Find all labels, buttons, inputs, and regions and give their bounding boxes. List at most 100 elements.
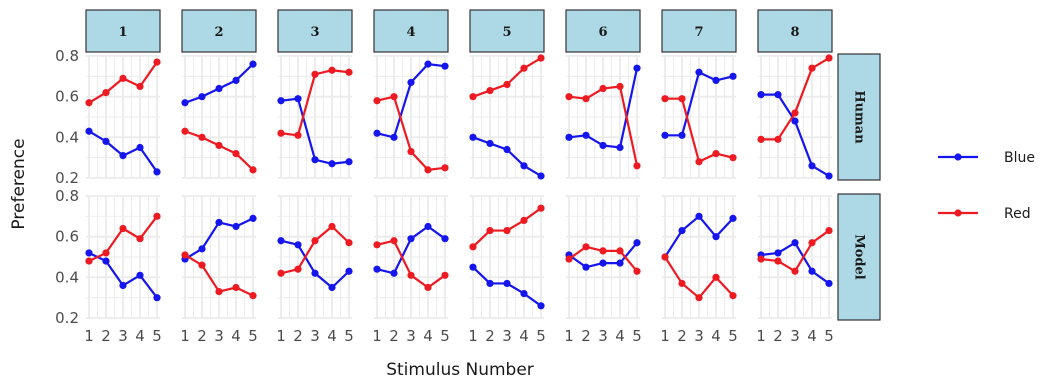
data-point-blue	[249, 214, 257, 222]
data-point-red	[136, 235, 144, 243]
facet-strip-6	[565, 9, 641, 53]
data-point-red	[215, 287, 223, 296]
data-point-red	[565, 93, 573, 101]
data-point-blue	[774, 91, 782, 99]
x-tick-label: 4	[135, 327, 145, 345]
data-point-red	[407, 271, 415, 279]
data-point-blue	[537, 172, 545, 180]
data-point-blue	[825, 279, 833, 288]
facet-strip-label: 5	[502, 25, 511, 40]
y-tick-label: 0.2	[55, 309, 79, 327]
data-point-blue	[232, 222, 240, 231]
data-point-blue	[695, 68, 703, 76]
data-point-red	[373, 241, 381, 249]
x-tick-label: 4	[423, 327, 433, 345]
data-point-blue	[294, 241, 302, 249]
data-point-red	[136, 82, 144, 91]
x-tick-label: 3	[790, 327, 800, 345]
data-point-red	[503, 226, 511, 235]
x-tick-label: 4	[615, 327, 625, 345]
data-point-blue	[469, 263, 477, 271]
data-point-blue	[102, 257, 110, 265]
x-tick-label: 2	[101, 327, 111, 345]
data-point-red	[181, 127, 189, 135]
data-point-blue	[390, 269, 398, 277]
x-tick-label: 5	[824, 327, 834, 345]
x-tick-label: 5	[248, 327, 258, 345]
data-point-red	[486, 226, 494, 235]
data-point-red	[757, 135, 765, 143]
data-point-blue	[520, 290, 528, 298]
data-point-blue	[119, 152, 127, 160]
data-point-red	[599, 84, 607, 93]
data-point-red	[153, 58, 161, 66]
x-tick-label: 5	[728, 327, 738, 345]
x-tick-label: 4	[231, 327, 241, 345]
x-tick-label: 2	[197, 327, 207, 345]
data-point-red	[661, 253, 669, 261]
data-point-red	[791, 109, 799, 117]
data-point-red	[424, 283, 432, 292]
data-point-red	[729, 154, 737, 162]
x-axis-title: Stimulus Number	[386, 360, 534, 380]
data-point-red	[424, 166, 432, 174]
data-point-red	[503, 80, 511, 89]
data-point-blue	[808, 162, 816, 170]
data-point-blue	[599, 141, 607, 150]
facet-strip-4	[373, 9, 449, 53]
data-point-blue	[232, 76, 240, 84]
data-point-blue	[469, 133, 477, 141]
data-point-red	[198, 133, 206, 141]
x-tick-label: 3	[310, 327, 320, 345]
data-point-red	[582, 95, 590, 103]
data-point-blue	[616, 259, 624, 267]
data-point-blue	[85, 127, 93, 135]
x-tick-label: 2	[581, 327, 591, 345]
data-point-red	[537, 204, 545, 212]
y-tick-label: 0.8	[55, 47, 79, 65]
data-point-red	[616, 247, 624, 255]
data-point-blue	[678, 226, 686, 235]
facet-strip-label: 6	[598, 25, 607, 40]
facet-strip-label: 8	[790, 25, 799, 40]
data-point-red	[633, 267, 641, 275]
data-point-red	[328, 66, 336, 74]
x-tick-label: 2	[389, 327, 399, 345]
data-point-red	[582, 243, 590, 251]
data-point-red	[729, 292, 737, 300]
data-point-red	[277, 269, 285, 277]
x-tick-label: 3	[214, 327, 224, 345]
data-point-red	[232, 283, 240, 292]
text-layer: 1 2 3 4 5 6 7 8HumanModel0.20.40.60.80.20.40.60…	[9, 9, 1035, 380]
row-strip-label: Model	[852, 234, 867, 279]
data-point-blue	[153, 168, 161, 176]
x-tick-label: 1	[180, 327, 190, 345]
y-tick-label: 0.2	[55, 169, 79, 187]
data-point-blue	[791, 117, 799, 125]
data-point-red	[678, 279, 686, 288]
data-point-blue	[136, 271, 144, 279]
data-point-blue	[181, 99, 189, 107]
data-point-red	[373, 97, 381, 105]
x-tick-label: 5	[344, 327, 354, 345]
data-point-blue	[757, 91, 765, 99]
data-point-blue	[153, 294, 161, 302]
data-point-red	[486, 86, 494, 95]
y-tick-label: 0.4	[55, 268, 79, 286]
data-point-blue	[678, 131, 686, 139]
x-tick-label: 1	[276, 327, 286, 345]
data-point-blue	[616, 143, 624, 152]
data-point-blue	[661, 131, 669, 139]
data-point-blue	[311, 156, 319, 164]
data-point-red	[616, 82, 624, 91]
data-point-red	[390, 93, 398, 101]
data-point-red	[181, 251, 189, 259]
data-point-blue	[729, 214, 737, 222]
facet-strip-label: 2	[214, 25, 223, 40]
data-point-blue	[808, 267, 816, 275]
data-point-blue	[277, 237, 285, 245]
data-point-red	[119, 224, 127, 233]
data-point-red	[661, 95, 669, 103]
data-point-red	[469, 93, 477, 101]
data-point-red	[345, 68, 353, 76]
